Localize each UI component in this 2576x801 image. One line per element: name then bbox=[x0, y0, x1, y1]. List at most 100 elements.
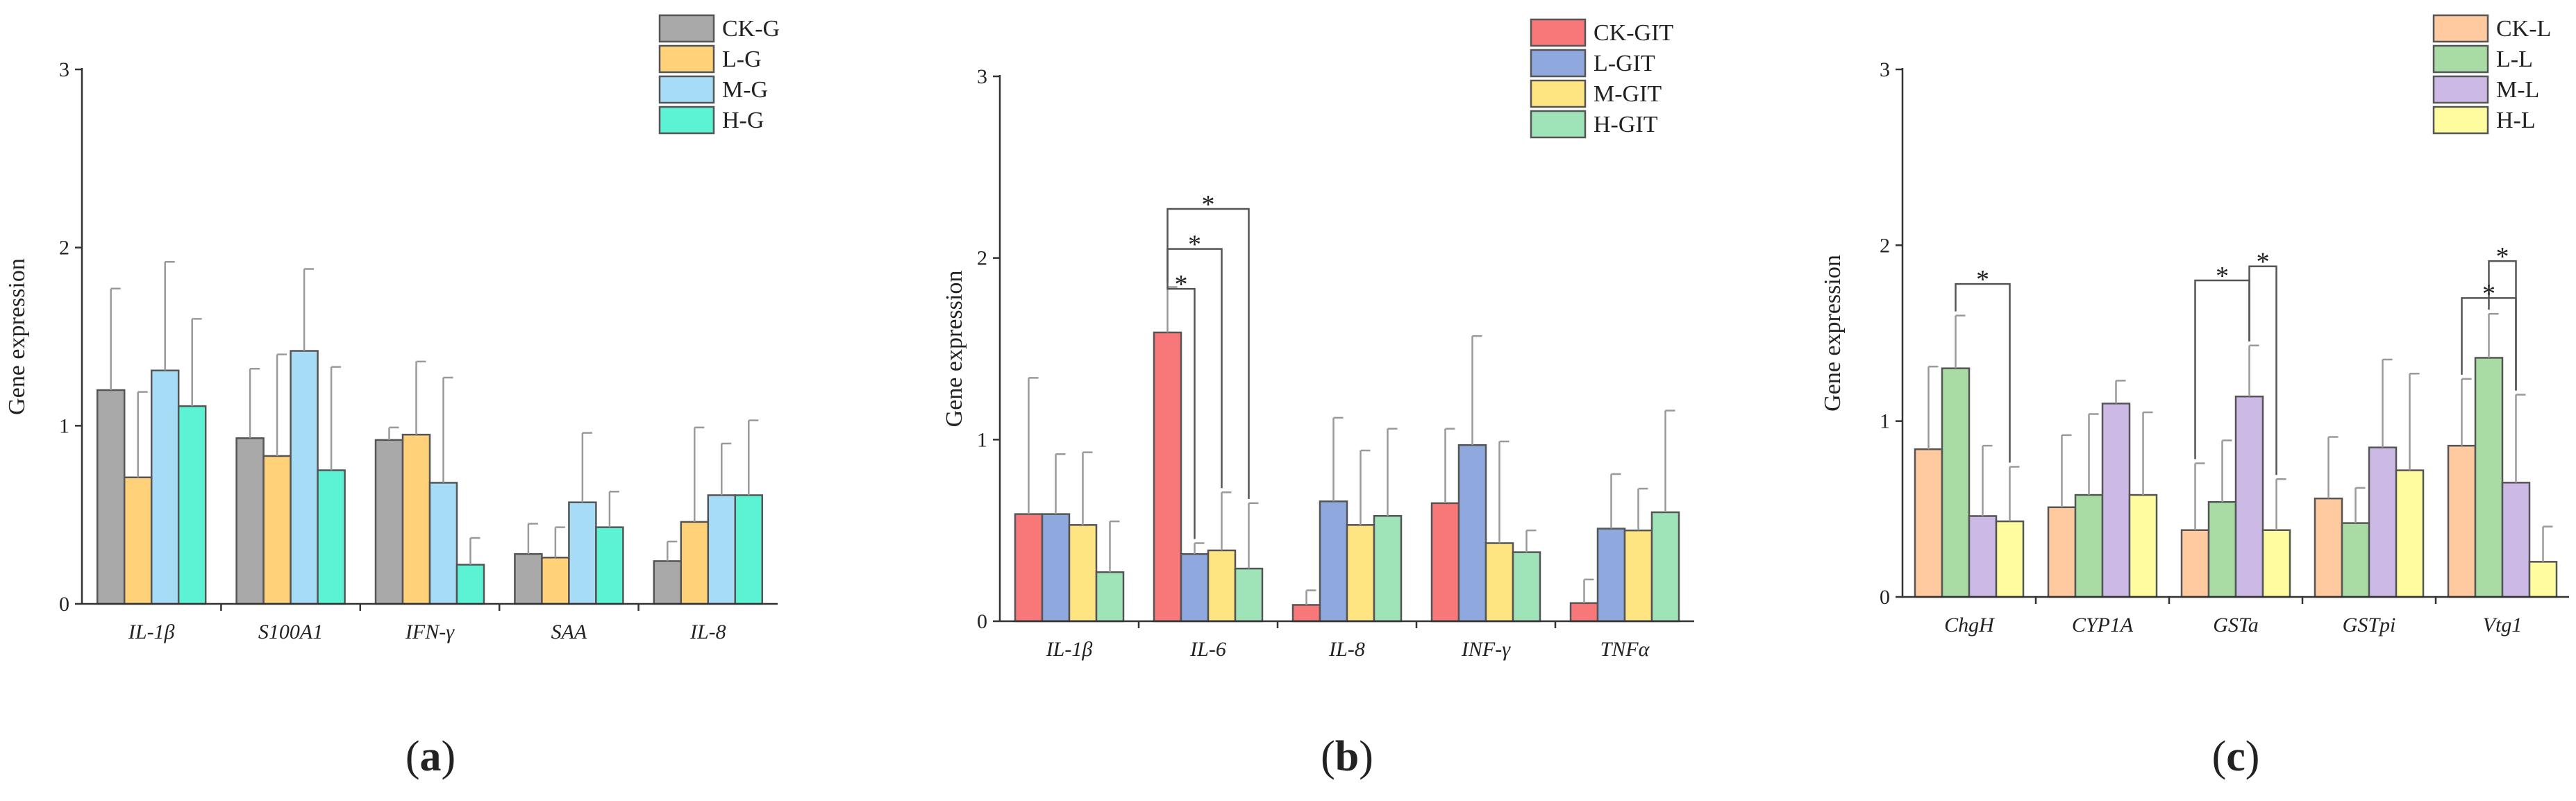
error-bar-CK-L-GSTa bbox=[2194, 462, 2205, 530]
legend-swatch-H-L bbox=[2432, 106, 2489, 135]
y-tick-label: 2 bbox=[59, 237, 69, 260]
bar-L-GIT-TNFα bbox=[1596, 528, 1626, 623]
error-bar-H-L-CYP1A bbox=[2142, 411, 2153, 496]
legend-label-L-GIT: L-GIT bbox=[1594, 51, 1655, 76]
x-tick-label: Vtg1 bbox=[2483, 614, 2523, 636]
bar-H-L-GSTa bbox=[2261, 529, 2291, 598]
error-bar-M-GIT-IL-1β bbox=[1082, 451, 1093, 525]
error-bar-CK-G-IFN-γ bbox=[388, 426, 399, 440]
bar-H-L-GSTpi bbox=[2395, 469, 2425, 598]
error-bar-M-L-GSTa bbox=[2248, 344, 2259, 397]
bar-M-L-GSTpi bbox=[2368, 446, 2398, 598]
bar-L-L-Vtg1 bbox=[2474, 357, 2504, 598]
error-bar-M-L-Vtg1 bbox=[2515, 394, 2526, 483]
bar-L-G-IL-1β bbox=[123, 476, 153, 605]
error-bar-H-G-SAA bbox=[608, 491, 619, 528]
bars bbox=[96, 350, 764, 605]
bar-L-G-SAA bbox=[541, 557, 570, 605]
error-bar-CK-L-GSTpi bbox=[2327, 436, 2339, 499]
error-bar-H-G-IFN-γ bbox=[469, 537, 480, 565]
bar-M-L-CYP1A bbox=[2101, 403, 2131, 598]
x-tick-label: IL-1β bbox=[1046, 638, 1093, 661]
significance-bracket bbox=[1955, 283, 2011, 463]
bar-L-G-S100A1 bbox=[262, 455, 292, 605]
error-bar-H-GIT-IL-8 bbox=[1387, 428, 1398, 516]
error-bar-CK-L-Vtg1 bbox=[2461, 378, 2472, 446]
bar-CK-L-Vtg1 bbox=[2447, 444, 2477, 598]
bar-L-L-GSTa bbox=[2207, 500, 2237, 598]
significance-star: * bbox=[2216, 262, 2229, 291]
error-bar-L-L-CYP1A bbox=[2088, 413, 2099, 496]
legend-swatch-M-GIT bbox=[1530, 79, 1587, 108]
error-bar-L-GIT-INF-γ bbox=[1471, 335, 1482, 446]
error-bars bbox=[110, 260, 759, 565]
error-bar-L-L-ChgH bbox=[1955, 314, 1966, 369]
legend-swatch-H-G bbox=[658, 106, 715, 135]
significance-bracket bbox=[1166, 208, 1250, 499]
bar-M-G-S100A1 bbox=[290, 350, 319, 605]
y-tick-label: 2 bbox=[1880, 234, 1890, 257]
bar-H-G-IL-1β bbox=[177, 405, 207, 605]
significance-brackets: *** bbox=[1166, 190, 1250, 539]
significance-star: * bbox=[1976, 265, 1989, 294]
error-bar-L-G-IL-1β bbox=[137, 391, 148, 478]
bar-H-GIT-INF-γ bbox=[1512, 551, 1541, 623]
bar-M-GIT-INF-γ bbox=[1484, 542, 1514, 623]
error-bar-CK-G-S100A1 bbox=[249, 367, 260, 439]
error-bar-CK-GIT-IL-1β bbox=[1028, 377, 1039, 514]
x-tick-label: GSTa bbox=[2213, 614, 2259, 636]
x-tick-label: IL-8 bbox=[689, 621, 726, 643]
bar-H-GIT-TNFα bbox=[1650, 511, 1680, 623]
error-bar-M-GIT-IL-8 bbox=[1360, 449, 1371, 525]
y-axis-title: Gene expression bbox=[4, 258, 30, 415]
bar-H-GIT-IL-8 bbox=[1373, 514, 1403, 623]
error-bar-M-G-SAA bbox=[581, 432, 592, 503]
bar-L-G-IFN-γ bbox=[401, 433, 431, 605]
y-axis-title: Gene expression bbox=[942, 271, 967, 428]
error-bar-M-G-S100A1 bbox=[303, 268, 315, 351]
panel-label: (b) bbox=[1321, 733, 1373, 780]
panel-label: (a) bbox=[405, 733, 455, 780]
error-bar-CK-G-IL-1β bbox=[110, 287, 121, 390]
legend-label-H-GIT: H-GIT bbox=[1594, 112, 1658, 137]
legend-swatch-CK-G bbox=[658, 14, 715, 43]
bar-M-L-Vtg1 bbox=[2501, 482, 2531, 598]
bar-L-GIT-IL-8 bbox=[1319, 500, 1348, 623]
error-bar-H-GIT-IL-6 bbox=[1248, 502, 1259, 569]
legend-label-CK-G: CK-G bbox=[722, 16, 780, 42]
error-bar-H-L-GSTpi bbox=[2409, 373, 2420, 471]
error-bar-L-GIT-TNFα bbox=[1610, 473, 1621, 529]
bar-CK-L-GSTa bbox=[2180, 529, 2210, 598]
error-bar-M-L-CYP1A bbox=[2115, 380, 2126, 404]
bar-CK-GIT-INF-γ bbox=[1430, 502, 1460, 623]
bar-H-G-IFN-γ bbox=[455, 564, 485, 605]
error-bar-M-L-GSTpi bbox=[2382, 358, 2393, 448]
error-bar-L-G-SAA bbox=[554, 526, 565, 558]
bar-CK-GIT-IL-6 bbox=[1153, 331, 1182, 623]
error-bar-M-L-ChgH bbox=[1982, 444, 1993, 516]
error-bar-M-G-IL-1β bbox=[164, 260, 175, 371]
bar-CK-GIT-IL-1β bbox=[1014, 513, 1044, 623]
significance-star: * bbox=[1188, 230, 1201, 260]
bar-CK-L-ChgH bbox=[1914, 448, 1943, 598]
error-bar-CK-GIT-IL-6 bbox=[1166, 286, 1178, 332]
error-bar-M-GIT-IL-6 bbox=[1221, 491, 1232, 550]
bar-H-L-CYP1A bbox=[2128, 494, 2158, 598]
error-bar-L-G-IFN-γ bbox=[415, 360, 426, 435]
bar-CK-G-SAA bbox=[514, 553, 543, 605]
bar-H-GIT-IL-6 bbox=[1234, 567, 1264, 623]
error-bars bbox=[1028, 286, 1675, 605]
y-tick-label: 0 bbox=[977, 610, 987, 633]
legend-swatch-M-G bbox=[658, 75, 715, 104]
bars bbox=[1014, 331, 1680, 623]
x-tick-label: IL-1β bbox=[128, 621, 175, 643]
significance-bracket bbox=[2461, 297, 2517, 391]
error-bar-CK-GIT-TNFα bbox=[1583, 578, 1594, 603]
legend-label-M-GIT: M-GIT bbox=[1594, 81, 1662, 107]
legend-swatch-M-L bbox=[2432, 75, 2489, 104]
error-bar-L-L-GSTa bbox=[2221, 439, 2232, 503]
error-bar-CK-L-ChgH bbox=[1927, 365, 1939, 450]
x-tick-label: IFN-γ bbox=[405, 621, 455, 643]
